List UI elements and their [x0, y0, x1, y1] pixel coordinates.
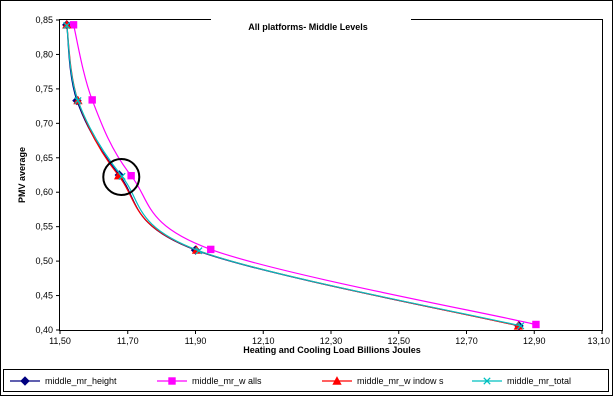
- x-axis-ticks: 11,50 11,70 11,90 12,10 12,30 12,50 12,70 12,90…: [49, 330, 610, 346]
- legend-marker: [483, 377, 491, 385]
- y-tick-label: 0,60: [35, 187, 53, 197]
- data-point-marker: [88, 96, 96, 104]
- legend-label: middle_mr_total: [507, 376, 571, 386]
- data-point-marker: [118, 172, 126, 181]
- series-middle_mr_total: [63, 21, 525, 330]
- y-tick-label: 0,45: [35, 291, 53, 301]
- legend: middle_mr_height middle_mr_w alls middle_m…: [10, 376, 571, 386]
- data-point-marker: [74, 96, 82, 105]
- x-tick-label: 12,50: [387, 336, 410, 346]
- series-layer: [62, 19, 540, 331]
- x-axis-title: Heating and Cooling Load Billions Joules: [243, 345, 421, 355]
- y-axis-title: PMV average: [17, 147, 27, 203]
- data-point-marker: [63, 21, 71, 30]
- y-tick-label: 0,65: [35, 153, 53, 163]
- plot-area-border: [59, 19, 603, 331]
- legend-item: middle_mr_w indow s: [322, 376, 444, 386]
- x-tick-label: 11,90: [185, 336, 207, 346]
- legend-marker: [332, 376, 342, 385]
- y-tick-label: 0,75: [35, 84, 53, 94]
- y-tick-label: 0,50: [35, 256, 53, 266]
- legend-label: middle_mr_height: [45, 376, 117, 386]
- title-background: [211, 14, 411, 38]
- legend-box: [3, 369, 609, 392]
- data-point-marker: [532, 320, 540, 329]
- x-tick-label: 11,70: [117, 336, 139, 346]
- legend-label: middle_mr_w indow s: [357, 376, 444, 386]
- data-point-marker: [517, 322, 525, 330]
- x-tick-label: 12,70: [455, 336, 478, 346]
- chart-title: All platforms- Middle Levels: [248, 22, 368, 32]
- y-tick-label: 0,80: [35, 49, 53, 59]
- series-line: [66, 25, 521, 327]
- series-middle_mr_walls: [69, 21, 540, 329]
- y-tick-label: 0,70: [35, 118, 53, 128]
- legend-label: middle_mr_w alls: [192, 376, 262, 386]
- data-point-marker: [127, 171, 135, 180]
- legend-marker: [168, 377, 176, 385]
- data-point-marker: [69, 21, 78, 29]
- data-point-marker: [195, 247, 203, 255]
- legend-item: middle_mr_height: [10, 376, 117, 386]
- x-tick-label: 13,10: [587, 336, 610, 346]
- highlight-circle: [102, 158, 141, 196]
- y-axis-ticks: 0,85 0,80 0,75 0,70 0,65 0,60 0,55 0,50 0,45 0,40: [35, 15, 60, 335]
- x-tick-label: 11,50: [49, 336, 71, 346]
- y-tick-label: 0,55: [35, 222, 53, 232]
- y-tick-label: 0,85: [35, 15, 53, 25]
- data-point-marker: [207, 245, 215, 254]
- x-tick-label: 12,30: [320, 336, 343, 346]
- y-tick-label: 0,40: [35, 325, 53, 335]
- legend-item: middle_mr_total: [472, 376, 571, 386]
- legend-item: middle_mr_w alls: [157, 376, 262, 386]
- legend-marker: [20, 376, 30, 386]
- x-tick-label: 12,90: [523, 336, 546, 346]
- x-tick-label: 12,10: [252, 336, 275, 346]
